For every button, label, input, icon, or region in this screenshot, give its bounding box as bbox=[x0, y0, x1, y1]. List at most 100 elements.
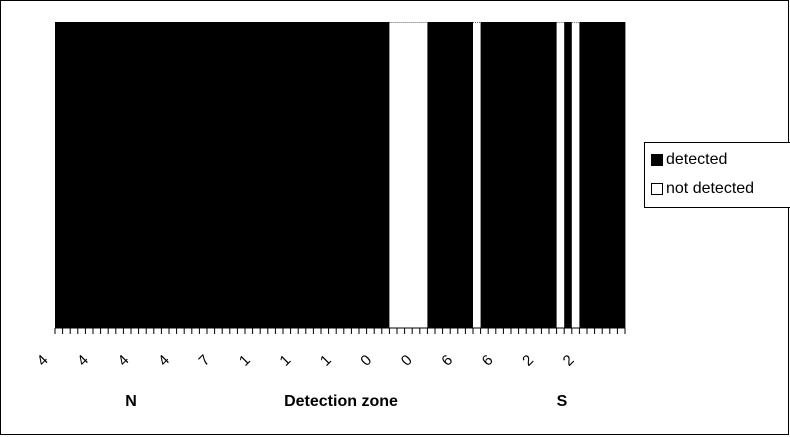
legend-item-not-detected: not detected bbox=[651, 180, 754, 198]
bar-detected bbox=[283, 22, 291, 328]
bar-detected bbox=[191, 22, 200, 328]
bar-detected bbox=[427, 22, 436, 328]
bar-detected bbox=[85, 22, 94, 328]
x-label-left: N bbox=[125, 393, 137, 410]
bar-detected bbox=[70, 22, 79, 328]
bar-detected bbox=[184, 22, 193, 328]
bar-detected bbox=[100, 22, 109, 328]
legend-label-not-detected: not detected bbox=[666, 180, 755, 197]
x-tick-label: 2 bbox=[560, 352, 578, 370]
bar-detected bbox=[131, 22, 139, 328]
legend: detected not detected bbox=[644, 142, 790, 208]
bar-detected bbox=[267, 22, 276, 328]
bar-detected bbox=[495, 22, 504, 328]
x-tick-label: 1 bbox=[236, 352, 254, 370]
bar-detected bbox=[328, 22, 337, 328]
bar-detected bbox=[488, 22, 497, 328]
bar-detected bbox=[602, 22, 611, 328]
bar-detected bbox=[511, 22, 519, 328]
bar-detected bbox=[442, 22, 451, 328]
legend-swatch-detected bbox=[651, 154, 663, 166]
bar-not-detected bbox=[556, 22, 565, 328]
bar-detected bbox=[115, 22, 124, 328]
bar-detected bbox=[336, 22, 345, 328]
legend-item-detected: detected bbox=[651, 151, 727, 169]
x-axis-title: Detection zone bbox=[284, 393, 398, 410]
bar-not-detected bbox=[397, 22, 405, 328]
bar-detected bbox=[366, 22, 375, 328]
bar-detected bbox=[381, 22, 390, 328]
x-tick-labels-group: 4 4 4 4 7 1 1 1 0 0 6 6 2 2 bbox=[34, 352, 578, 370]
x-ticks-group bbox=[54, 328, 626, 334]
bar-detected bbox=[298, 22, 307, 328]
bar-not-detected bbox=[571, 22, 580, 328]
bar-not-detected bbox=[412, 22, 420, 328]
bar-detected bbox=[351, 22, 360, 328]
bar-detected bbox=[617, 22, 626, 328]
bar-detected bbox=[207, 22, 215, 328]
bar-detected bbox=[609, 22, 618, 328]
bar-detected bbox=[541, 22, 550, 328]
bar-detected bbox=[77, 22, 86, 328]
bar-not-detected bbox=[404, 22, 413, 328]
bar-not-detected bbox=[389, 22, 397, 328]
bar-detected bbox=[93, 22, 101, 328]
bar-detected bbox=[305, 22, 314, 328]
x-tick-label: 7 bbox=[196, 352, 214, 370]
bar-detected bbox=[214, 22, 223, 328]
x-tick-label: 4 bbox=[155, 352, 173, 370]
bar-detected bbox=[138, 22, 147, 328]
bar-detected bbox=[457, 22, 466, 328]
bar-detected bbox=[374, 22, 383, 328]
bar-detected bbox=[55, 22, 63, 328]
bar-detected bbox=[275, 22, 284, 328]
bar-detected bbox=[245, 22, 253, 328]
legend-swatch-not-detected bbox=[651, 183, 663, 195]
x-tick-label: 0 bbox=[357, 352, 375, 370]
x-tick-label: 6 bbox=[438, 352, 456, 370]
bar-detected bbox=[435, 22, 443, 328]
bar-detected bbox=[169, 22, 177, 328]
x-tick-label: 4 bbox=[34, 352, 52, 370]
x-tick-label: 6 bbox=[479, 352, 497, 370]
bar-detected bbox=[587, 22, 595, 328]
bar-detected bbox=[533, 22, 542, 328]
bar-detected bbox=[450, 22, 459, 328]
bar-detected bbox=[123, 22, 132, 328]
x-tick-label: 1 bbox=[276, 352, 294, 370]
bar-detected bbox=[465, 22, 474, 328]
bar-detected bbox=[518, 22, 527, 328]
bar-detected bbox=[579, 22, 588, 328]
bar-detected bbox=[237, 22, 246, 328]
bar-detected bbox=[199, 22, 208, 328]
bar-detected bbox=[359, 22, 367, 328]
x-tick-label: 0 bbox=[398, 352, 416, 370]
bar-detected bbox=[176, 22, 185, 328]
bar-detected bbox=[594, 22, 603, 328]
x-tick-label: 2 bbox=[519, 352, 537, 370]
bar-detected bbox=[146, 22, 155, 328]
x-tick-label: 4 bbox=[115, 352, 133, 370]
bar-detected bbox=[161, 22, 170, 328]
bar-detected bbox=[480, 22, 489, 328]
bar-detected bbox=[313, 22, 322, 328]
bar-detected bbox=[229, 22, 238, 328]
bars-group bbox=[55, 22, 626, 328]
x-tick-label: 4 bbox=[74, 352, 92, 370]
x-tick-label: 1 bbox=[317, 352, 335, 370]
legend-label-detected: detected bbox=[666, 151, 728, 168]
bar-detected bbox=[503, 22, 512, 328]
bar-detected bbox=[343, 22, 352, 328]
bar-detected bbox=[321, 22, 329, 328]
bar-detected bbox=[260, 22, 269, 328]
x-label-right: S bbox=[557, 393, 568, 410]
bar-detected bbox=[222, 22, 231, 328]
bar-detected bbox=[549, 22, 557, 328]
bar-not-detected bbox=[419, 22, 428, 328]
bar-detected bbox=[526, 22, 535, 328]
bar-detected bbox=[252, 22, 261, 328]
bar-detected bbox=[290, 22, 299, 328]
bar-detected bbox=[564, 22, 573, 328]
